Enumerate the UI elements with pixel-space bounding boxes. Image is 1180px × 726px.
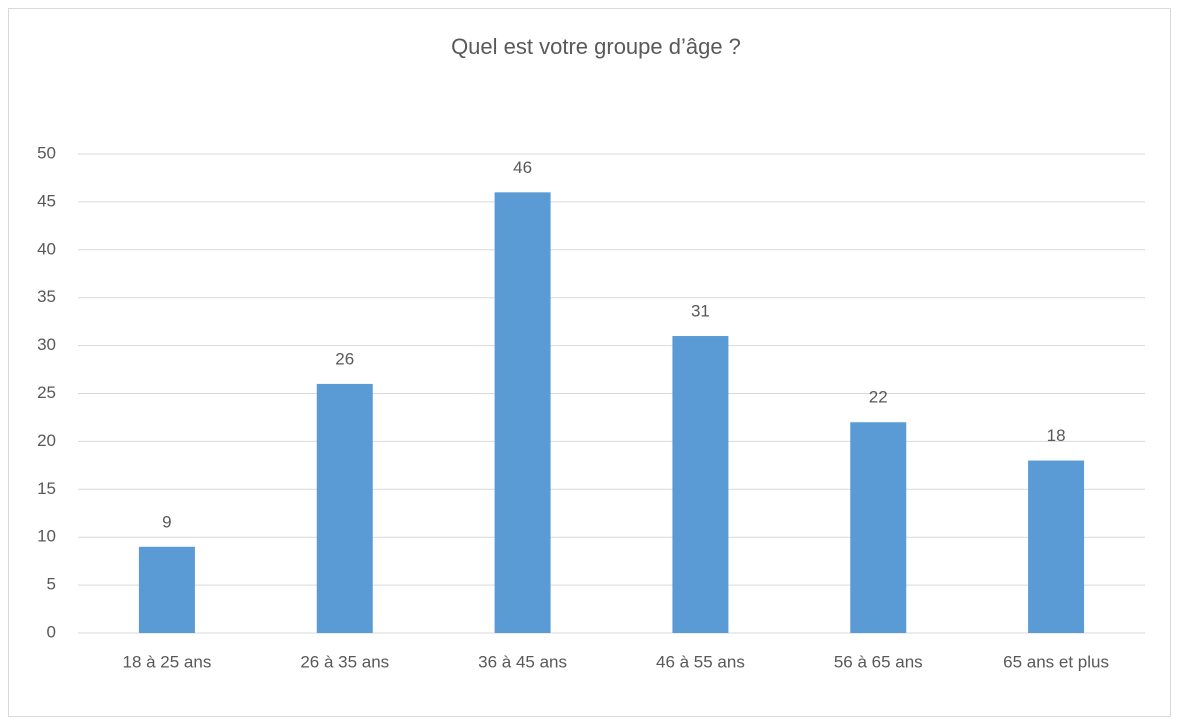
bar	[494, 192, 551, 633]
x-tick-label: 26 à 35 ans	[300, 652, 389, 671]
y-tick-label: 25	[37, 383, 56, 402]
chart-border	[8, 8, 1171, 717]
x-tick-label: 56 à 65 ans	[834, 652, 923, 671]
x-tick-label: 65 ans et plus	[1003, 652, 1109, 671]
y-tick-label: 35	[37, 287, 56, 306]
data-label: 26	[335, 349, 354, 368]
y-tick-label: 30	[37, 335, 56, 354]
x-tick-label: 18 à 25 ans	[122, 652, 211, 671]
y-tick-label: 45	[37, 191, 56, 210]
data-label: 9	[162, 512, 171, 531]
y-tick-label: 10	[37, 527, 56, 546]
data-label: 18	[1047, 426, 1066, 445]
y-tick-label: 15	[37, 479, 56, 498]
bar	[138, 546, 195, 633]
x-tick-label: 46 à 55 ans	[656, 652, 745, 671]
bar	[1028, 460, 1085, 633]
bar	[316, 383, 373, 633]
y-tick-label: 0	[47, 622, 56, 641]
data-label: 46	[513, 158, 532, 177]
y-tick-label: 50	[37, 143, 56, 162]
y-tick-label: 5	[47, 575, 56, 594]
bar	[850, 422, 907, 633]
y-tick-label: 20	[37, 431, 56, 450]
chart-title: Quel est votre groupe d’âge ?	[451, 34, 741, 59]
x-tick-label: 36 à 45 ans	[478, 652, 567, 671]
y-tick-label: 40	[37, 239, 56, 258]
data-label: 31	[691, 302, 710, 321]
data-label: 22	[869, 388, 888, 407]
bar	[672, 336, 729, 633]
